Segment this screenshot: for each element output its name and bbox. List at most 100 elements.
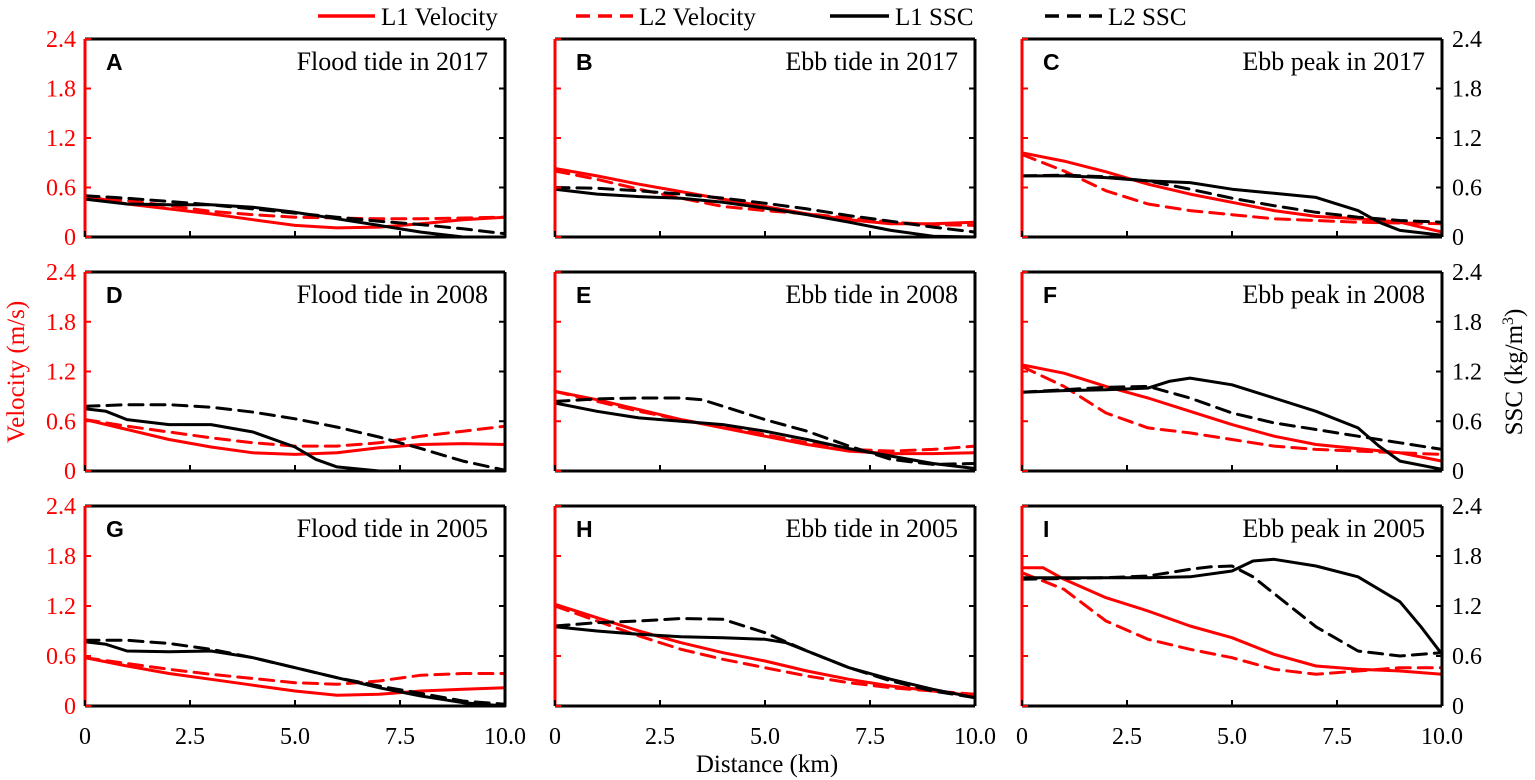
y-tick-label-left: 2.4 [46,27,76,53]
panel-title: Flood tide in 2005 [297,514,488,543]
y-tick-label-right: 1.8 [1452,544,1482,570]
panel-title: Flood tide in 2008 [297,280,488,309]
y-tick-label-right: 0.6 [1452,409,1482,435]
x-tick-label: 0 [1016,724,1028,750]
series-l1-ssc-h [553,625,977,700]
y-tick-label-right: 0 [1452,225,1464,251]
y-tick-label-left: 0 [64,225,76,251]
y-tick-label-left: 2.4 [46,494,76,520]
x-tick-label: 2.5 [175,724,205,750]
panel-grid: 0 0.6 1.2 1.8 2.4 A Flood tide in 2017 B Ebb tid… [46,27,1482,750]
series-l2-velocity-c [1020,153,1444,226]
y-tick-label-left: 2.4 [46,260,76,286]
panel-h: 0 2.5 5.0 7.5 10.0 H Ebb tide in 2005 [549,504,996,750]
y-axis-label-right-superscript: 3 [1500,317,1517,325]
x-tick-label: 0 [549,724,561,750]
panel-d: 0 0.6 1.2 1.8 2.4 D Flood tide in 2008 [46,260,507,485]
series-l2-ssc-c [1020,173,1444,224]
x-axis-label: Distance (km) [696,751,838,778]
legend-label-l2-velocity: L2 Velocity [639,4,756,31]
series-l2-velocity-g [83,656,507,686]
panel-letter: C [1043,49,1060,75]
y-tick-label-right: 0 [1452,459,1464,485]
y-axis-label-right: SSC (kg/m3) [1500,309,1528,436]
x-tick-label: 10.0 [954,724,996,750]
series-l2-ssc-i [1020,564,1444,658]
legend-label-l1-velocity: L1 Velocity [381,4,498,31]
panel-i: 0 0.6 1.2 1.8 2.4 0 2.5 5.0 7.5 10.0 I Ebb peak in … [1016,494,1482,750]
series-l2-ssc-d [83,403,507,472]
panel-b: B Ebb tide in 2017 [553,37,977,239]
y-tick-label-left: 0.6 [46,409,76,435]
series-l1-velocity-e [553,389,977,456]
legend-label-l1-ssc: L1 SSC [895,4,974,31]
y-tick-label-right: 2.4 [1452,27,1482,53]
y-tick-label-right: 1.2 [1452,360,1482,386]
x-tick-label: 7.5 [855,724,885,750]
y-tick-label-right: 2.4 [1452,260,1482,286]
y-axis-label-right-main: SSC (kg/m [1501,324,1528,435]
panel-e: E Ebb tide in 2008 [553,270,977,473]
series-l1-velocity-a [83,194,507,230]
series-l2-ssc-h [553,617,977,700]
x-tick-label: 2.5 [645,724,675,750]
y-tick-label-left: 0 [64,694,76,720]
panel-letter: F [1043,282,1057,308]
series-l1-velocity-g [83,656,507,697]
y-tick-label-right: 1.2 [1452,594,1482,620]
y-tick-label-right: 1.2 [1452,126,1482,152]
y-tick-label-right: 0 [1452,694,1464,720]
y-tick-label-left: 1.8 [46,77,76,103]
panel-letter: A [106,49,123,75]
y-tick-label-right: 0.6 [1452,644,1482,670]
series-l2-ssc-a [83,194,507,236]
y-tick-label-left: 1.2 [46,594,76,620]
y-axis-label-left: Velocity (m/s) [3,301,30,443]
panel-letter: E [576,282,591,308]
panel-letter: D [106,282,123,308]
panel-title: Ebb peak in 2008 [1242,280,1425,309]
y-tick-label-left: 1.2 [46,360,76,386]
y-tick-label-left: 0.6 [46,176,76,202]
panel-title: Ebb tide in 2017 [785,47,958,76]
legend: L1 Velocity L2 Velocity L1 SSC L2 SSC [318,4,1187,31]
y-tick-label-right: 1.8 [1452,310,1482,336]
series-l1-ssc-f [1020,376,1444,471]
series-l1-ssc-c [1020,174,1444,237]
series-l2-ssc-g [83,638,507,706]
panel-letter: I [1043,516,1049,542]
panel-letter: B [576,49,593,75]
panel-title: Ebb peak in 2005 [1242,514,1425,543]
y-tick-label-right: 2.4 [1452,494,1482,520]
series-l2-velocity-e [553,389,977,453]
x-tick-label: 2.5 [1112,724,1142,750]
y-tick-label-right: 1.8 [1452,77,1482,103]
series-l2-velocity-h [553,604,977,696]
panel-letter: G [106,516,124,542]
panel-title: Ebb tide in 2005 [785,514,958,543]
series-l1-ssc-b [553,187,977,239]
panel-g: 0 0.6 1.2 1.8 2.4 0 2.5 5.0 7.5 10.0 G Flood tide i… [46,494,526,750]
x-tick-label: 10.0 [484,724,526,750]
x-tick-label: 7.5 [1322,724,1352,750]
x-tick-label: 0 [79,724,91,750]
series-l2-ssc-b [553,186,977,234]
panel-title: Flood tide in 2017 [297,47,488,76]
series-l2-velocity-f [1020,365,1444,456]
series-l2-ssc-e [553,396,977,466]
y-tick-label-left: 1.8 [46,544,76,570]
y-tick-label-left: 0 [64,459,76,485]
legend-label-l2-ssc: L2 SSC [1108,4,1187,31]
panel-c: 0 0.6 1.2 1.8 2.4 C Ebb peak in 2017 [1020,27,1482,251]
y-tick-label-left: 1.2 [46,126,76,152]
y-tick-label-left: 1.8 [46,310,76,336]
y-tick-label-right: 0.6 [1452,176,1482,202]
series-l1-velocity-d [83,418,507,456]
x-tick-label: 5.0 [1217,724,1247,750]
panel-f: 0 0.6 1.2 1.8 2.4 F Ebb peak in 2008 [1020,260,1482,485]
panel-title: Ebb peak in 2017 [1242,47,1425,76]
series-l1-ssc-i [1020,557,1444,656]
series-l1-velocity-f [1020,363,1444,463]
panel-title: Ebb tide in 2008 [785,280,958,309]
